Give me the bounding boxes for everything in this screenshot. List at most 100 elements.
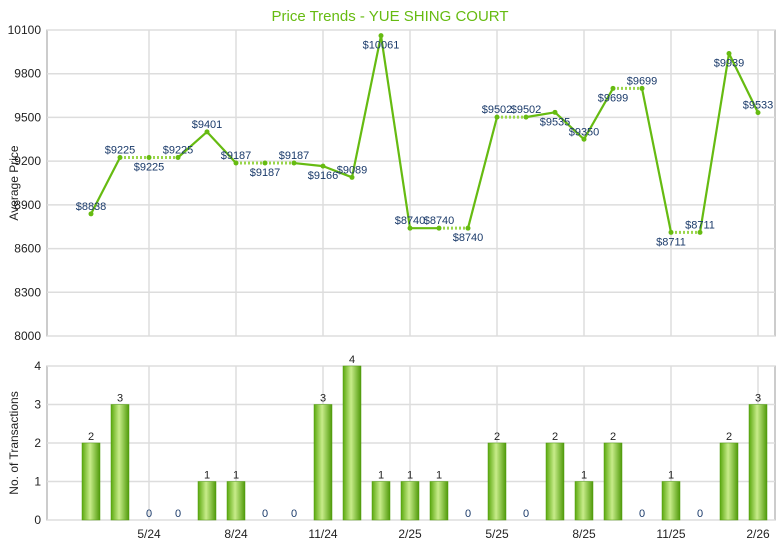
count-y-tick: 2 xyxy=(34,436,41,450)
bar-value-label: 3 xyxy=(755,393,761,405)
price-value-label: $10061 xyxy=(363,40,400,52)
price-value-label: $9187 xyxy=(279,150,310,162)
price-line-segment xyxy=(583,87,614,140)
price-point xyxy=(349,174,355,180)
x-tick: 5/24 xyxy=(137,527,161,541)
price-point xyxy=(146,155,152,160)
price-value-label: $9939 xyxy=(714,57,745,69)
price-point xyxy=(204,129,210,135)
price-point xyxy=(581,136,587,142)
price-value-label: $9225 xyxy=(134,162,165,174)
count-y-tick: 4 xyxy=(34,359,41,373)
bar-value-label: 3 xyxy=(320,393,326,405)
bar-value-label: 1 xyxy=(668,470,674,482)
price-y-tick: 9800 xyxy=(14,67,41,81)
transaction-bar xyxy=(371,481,391,521)
price-point xyxy=(755,110,761,116)
x-tick: 2/26 xyxy=(746,527,770,541)
transaction-bar xyxy=(487,442,507,521)
price-value-label: $8740 xyxy=(395,215,426,227)
price-y-tick: 9200 xyxy=(14,154,41,168)
bar-value-label: 0 xyxy=(523,508,529,520)
price-line-segment xyxy=(90,156,121,215)
bar-value-label: 3 xyxy=(117,393,123,405)
price-point xyxy=(175,155,181,160)
price-plot-area xyxy=(46,29,776,337)
price-line-segment xyxy=(640,88,673,233)
transaction-bar xyxy=(429,481,449,521)
price-point xyxy=(610,85,616,91)
price-y-tick: 8600 xyxy=(14,242,41,256)
price-value-label: $9350 xyxy=(569,126,600,138)
transaction-bar xyxy=(748,404,768,521)
transaction-bar xyxy=(197,481,217,521)
bar-value-label: 4 xyxy=(349,354,355,366)
price-line-segment xyxy=(466,116,499,229)
price-value-label: $9535 xyxy=(540,116,571,128)
price-value-label: $9187 xyxy=(250,167,281,179)
price-y-tick: 8900 xyxy=(14,198,41,212)
price-value-label: $9533 xyxy=(743,100,774,112)
bar-value-label: 1 xyxy=(378,470,384,482)
count-y-tick: 1 xyxy=(34,475,41,489)
price-point xyxy=(291,160,297,166)
price-y-axis-label: Average Price xyxy=(7,145,21,220)
price-y-tick: 9500 xyxy=(14,110,41,124)
x-tick: 11/25 xyxy=(656,527,685,541)
price-line-segment xyxy=(293,161,324,168)
count-y-tick: 0 xyxy=(34,513,41,527)
chart-title: Price Trends - YUE SHING COURT xyxy=(272,8,509,25)
bar-value-label: 0 xyxy=(465,508,471,520)
bar-value-label: 0 xyxy=(146,508,152,520)
price-point xyxy=(407,225,413,231)
transaction-bar xyxy=(545,442,565,521)
transaction-bar xyxy=(226,481,246,521)
price-value-label: $9699 xyxy=(598,92,629,104)
price-line-segment xyxy=(525,111,556,119)
price-point xyxy=(88,211,94,217)
price-point xyxy=(436,225,442,231)
x-tick: 11/24 xyxy=(308,527,337,541)
price-line-segment xyxy=(379,35,412,229)
bar-value-label: 0 xyxy=(291,508,297,520)
count-y-axis-label: No. of Transactions xyxy=(7,391,21,494)
transaction-bar xyxy=(574,481,594,521)
price-line-segment xyxy=(698,53,731,233)
price-value-label: $9502 xyxy=(511,104,542,116)
price-point xyxy=(378,33,384,39)
price-value-label: $8740 xyxy=(453,232,484,244)
bar-value-label: 0 xyxy=(697,508,703,520)
price-line-segment xyxy=(177,131,208,159)
bar-value-label: 2 xyxy=(610,431,616,443)
price-line-segment xyxy=(206,131,237,164)
price-line-segment xyxy=(350,35,383,178)
x-tick: 8/24 xyxy=(224,527,248,541)
bar-value-label: 1 xyxy=(581,470,587,482)
price-y-tick: 8000 xyxy=(14,329,41,343)
price-value-label: $9699 xyxy=(627,75,658,87)
x-tick: 2/25 xyxy=(398,527,422,541)
x-tick: 8/25 xyxy=(572,527,596,541)
bar-value-label: 2 xyxy=(726,431,732,443)
transaction-bar xyxy=(719,442,739,521)
price-value-label: $9225 xyxy=(163,145,194,157)
transaction-bar xyxy=(603,442,623,521)
bar-value-label: 0 xyxy=(262,508,268,520)
price-point xyxy=(494,114,500,120)
price-y-tick: 8300 xyxy=(14,285,41,299)
bar-value-label: 1 xyxy=(407,470,413,482)
bar-value-label: 0 xyxy=(639,508,645,520)
bar-value-label: 2 xyxy=(88,431,94,443)
bar-value-label: 1 xyxy=(233,470,239,482)
price-point xyxy=(552,109,558,115)
price-point xyxy=(233,160,239,166)
price-value-label: $9187 xyxy=(221,150,252,162)
count-y-tick: 3 xyxy=(34,398,41,412)
transaction-bar xyxy=(661,481,681,521)
transaction-bar xyxy=(110,404,130,521)
bar-value-label: 2 xyxy=(552,431,558,443)
price-point xyxy=(639,85,645,91)
bar-value-label: 1 xyxy=(204,470,210,482)
price-value-label: $9089 xyxy=(337,164,368,176)
